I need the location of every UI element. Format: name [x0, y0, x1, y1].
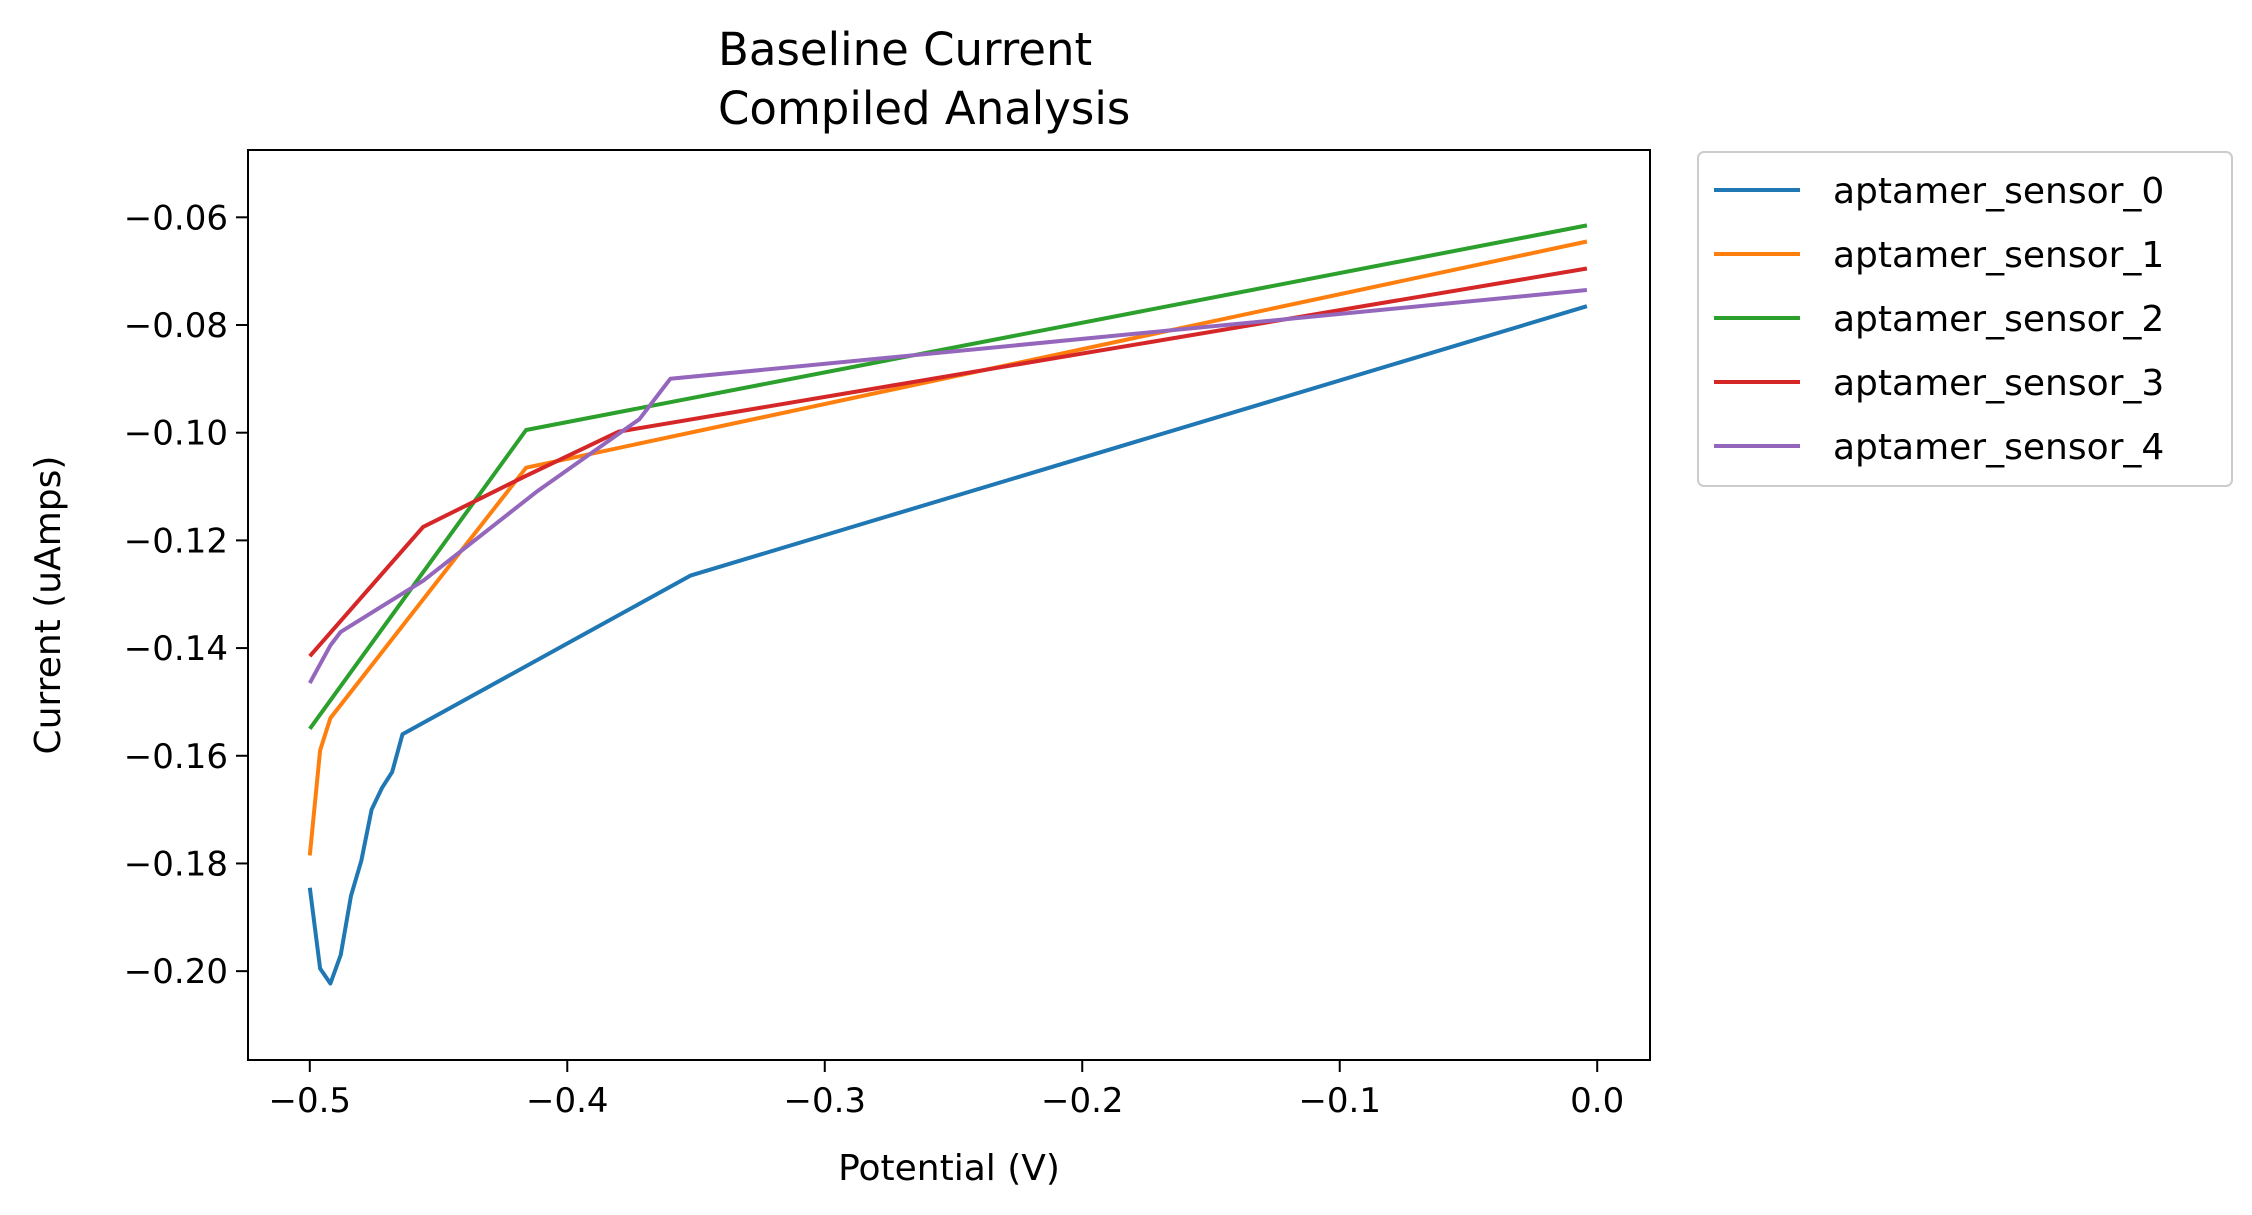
y-tick-label: −0.16 [124, 737, 228, 777]
y-tick-label: −0.14 [124, 629, 228, 669]
chart-title-line-1: Baseline Current [718, 23, 1092, 76]
plot-area-frame [247, 149, 1651, 1061]
y-tick-label: −0.06 [124, 198, 228, 238]
series-layer [307, 223, 1588, 986]
y-tick-label: −0.10 [124, 414, 228, 454]
y-axis-label: Current (uAmps) [28, 456, 69, 755]
x-tick-label: −0.5 [269, 1081, 352, 1121]
legend: aptamer_sensor_0 aptamer_sensor_1 aptamer_… [1697, 151, 2233, 487]
y-tick-label: −0.12 [124, 521, 228, 561]
legend-label-1: aptamer_sensor_1 [1833, 235, 2164, 276]
x-tick-label: 0.0 [1570, 1081, 1624, 1121]
series-line-4 [308, 288, 1588, 685]
x-tick-label: −0.3 [783, 1081, 866, 1121]
x-axis-label: Potential (V) [838, 1148, 1060, 1189]
x-tick-label: −0.4 [526, 1081, 609, 1121]
series-line-2 [308, 223, 1588, 730]
chart-title-line-2: Compiled Analysis [718, 82, 1130, 135]
legend-frame [1697, 151, 2233, 487]
y-tick-label: −0.08 [124, 306, 228, 346]
series-line-3 [308, 266, 1588, 658]
y-tick-label: −0.20 [124, 952, 228, 992]
x-tick-label: −0.2 [1041, 1081, 1124, 1121]
y-tick-label: −0.18 [124, 844, 228, 884]
legend-items: aptamer_sensor_0 aptamer_sensor_1 aptamer_… [1714, 171, 2164, 468]
legend-label-4: aptamer_sensor_4 [1833, 427, 2164, 468]
x-tick-label: −0.1 [1298, 1081, 1381, 1121]
legend-label-0: aptamer_sensor_0 [1833, 171, 2164, 212]
legend-label-2: aptamer_sensor_2 [1833, 299, 2164, 340]
series-line-1 [307, 239, 1588, 856]
legend-label-3: aptamer_sensor_3 [1833, 363, 2164, 404]
chart-title: Baseline Current Compiled Analysis [718, 23, 1130, 135]
y-axis: −0.06 −0.08 −0.10 −0.12 −0.14 −0.16 −0.18 −0.20 [124, 198, 248, 992]
x-axis: −0.5 −0.4 −0.3 −0.2 −0.1 0.0 [269, 1060, 1624, 1121]
series-line-0 [307, 304, 1588, 986]
